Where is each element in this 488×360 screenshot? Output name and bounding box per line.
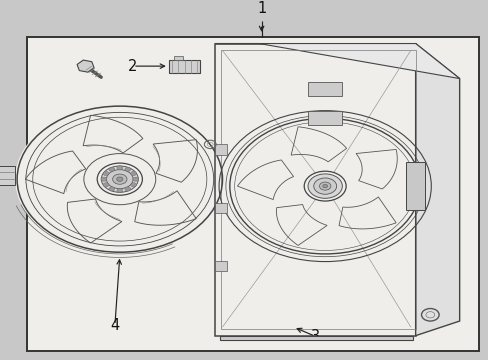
Circle shape bbox=[109, 187, 115, 191]
Polygon shape bbox=[307, 82, 342, 96]
Circle shape bbox=[322, 184, 327, 188]
Circle shape bbox=[307, 174, 342, 198]
Polygon shape bbox=[415, 44, 459, 336]
Circle shape bbox=[101, 177, 106, 181]
Circle shape bbox=[112, 174, 127, 184]
Circle shape bbox=[117, 166, 122, 170]
Text: 4: 4 bbox=[110, 318, 119, 333]
Polygon shape bbox=[0, 166, 15, 185]
Polygon shape bbox=[173, 56, 183, 59]
Circle shape bbox=[97, 163, 142, 195]
FancyBboxPatch shape bbox=[215, 44, 415, 336]
Polygon shape bbox=[215, 144, 227, 154]
Circle shape bbox=[106, 170, 133, 189]
Circle shape bbox=[15, 105, 224, 254]
Circle shape bbox=[313, 178, 336, 194]
Circle shape bbox=[124, 187, 130, 191]
Circle shape bbox=[130, 171, 136, 176]
Circle shape bbox=[133, 177, 139, 181]
Circle shape bbox=[319, 182, 330, 190]
Text: 2: 2 bbox=[128, 59, 138, 74]
Polygon shape bbox=[168, 59, 200, 73]
FancyBboxPatch shape bbox=[27, 37, 478, 351]
Circle shape bbox=[103, 183, 109, 187]
Polygon shape bbox=[220, 336, 412, 340]
Polygon shape bbox=[215, 203, 227, 213]
Polygon shape bbox=[405, 162, 425, 211]
Circle shape bbox=[130, 183, 136, 187]
Polygon shape bbox=[307, 111, 342, 125]
Circle shape bbox=[103, 171, 109, 176]
Circle shape bbox=[101, 166, 138, 192]
Circle shape bbox=[124, 167, 130, 171]
Circle shape bbox=[117, 188, 122, 193]
Text: 1: 1 bbox=[257, 1, 265, 16]
Polygon shape bbox=[215, 44, 459, 78]
Circle shape bbox=[117, 177, 122, 181]
Polygon shape bbox=[215, 261, 227, 271]
Circle shape bbox=[109, 167, 115, 171]
Polygon shape bbox=[77, 60, 94, 72]
Circle shape bbox=[304, 171, 346, 201]
Text: 3: 3 bbox=[310, 329, 319, 344]
